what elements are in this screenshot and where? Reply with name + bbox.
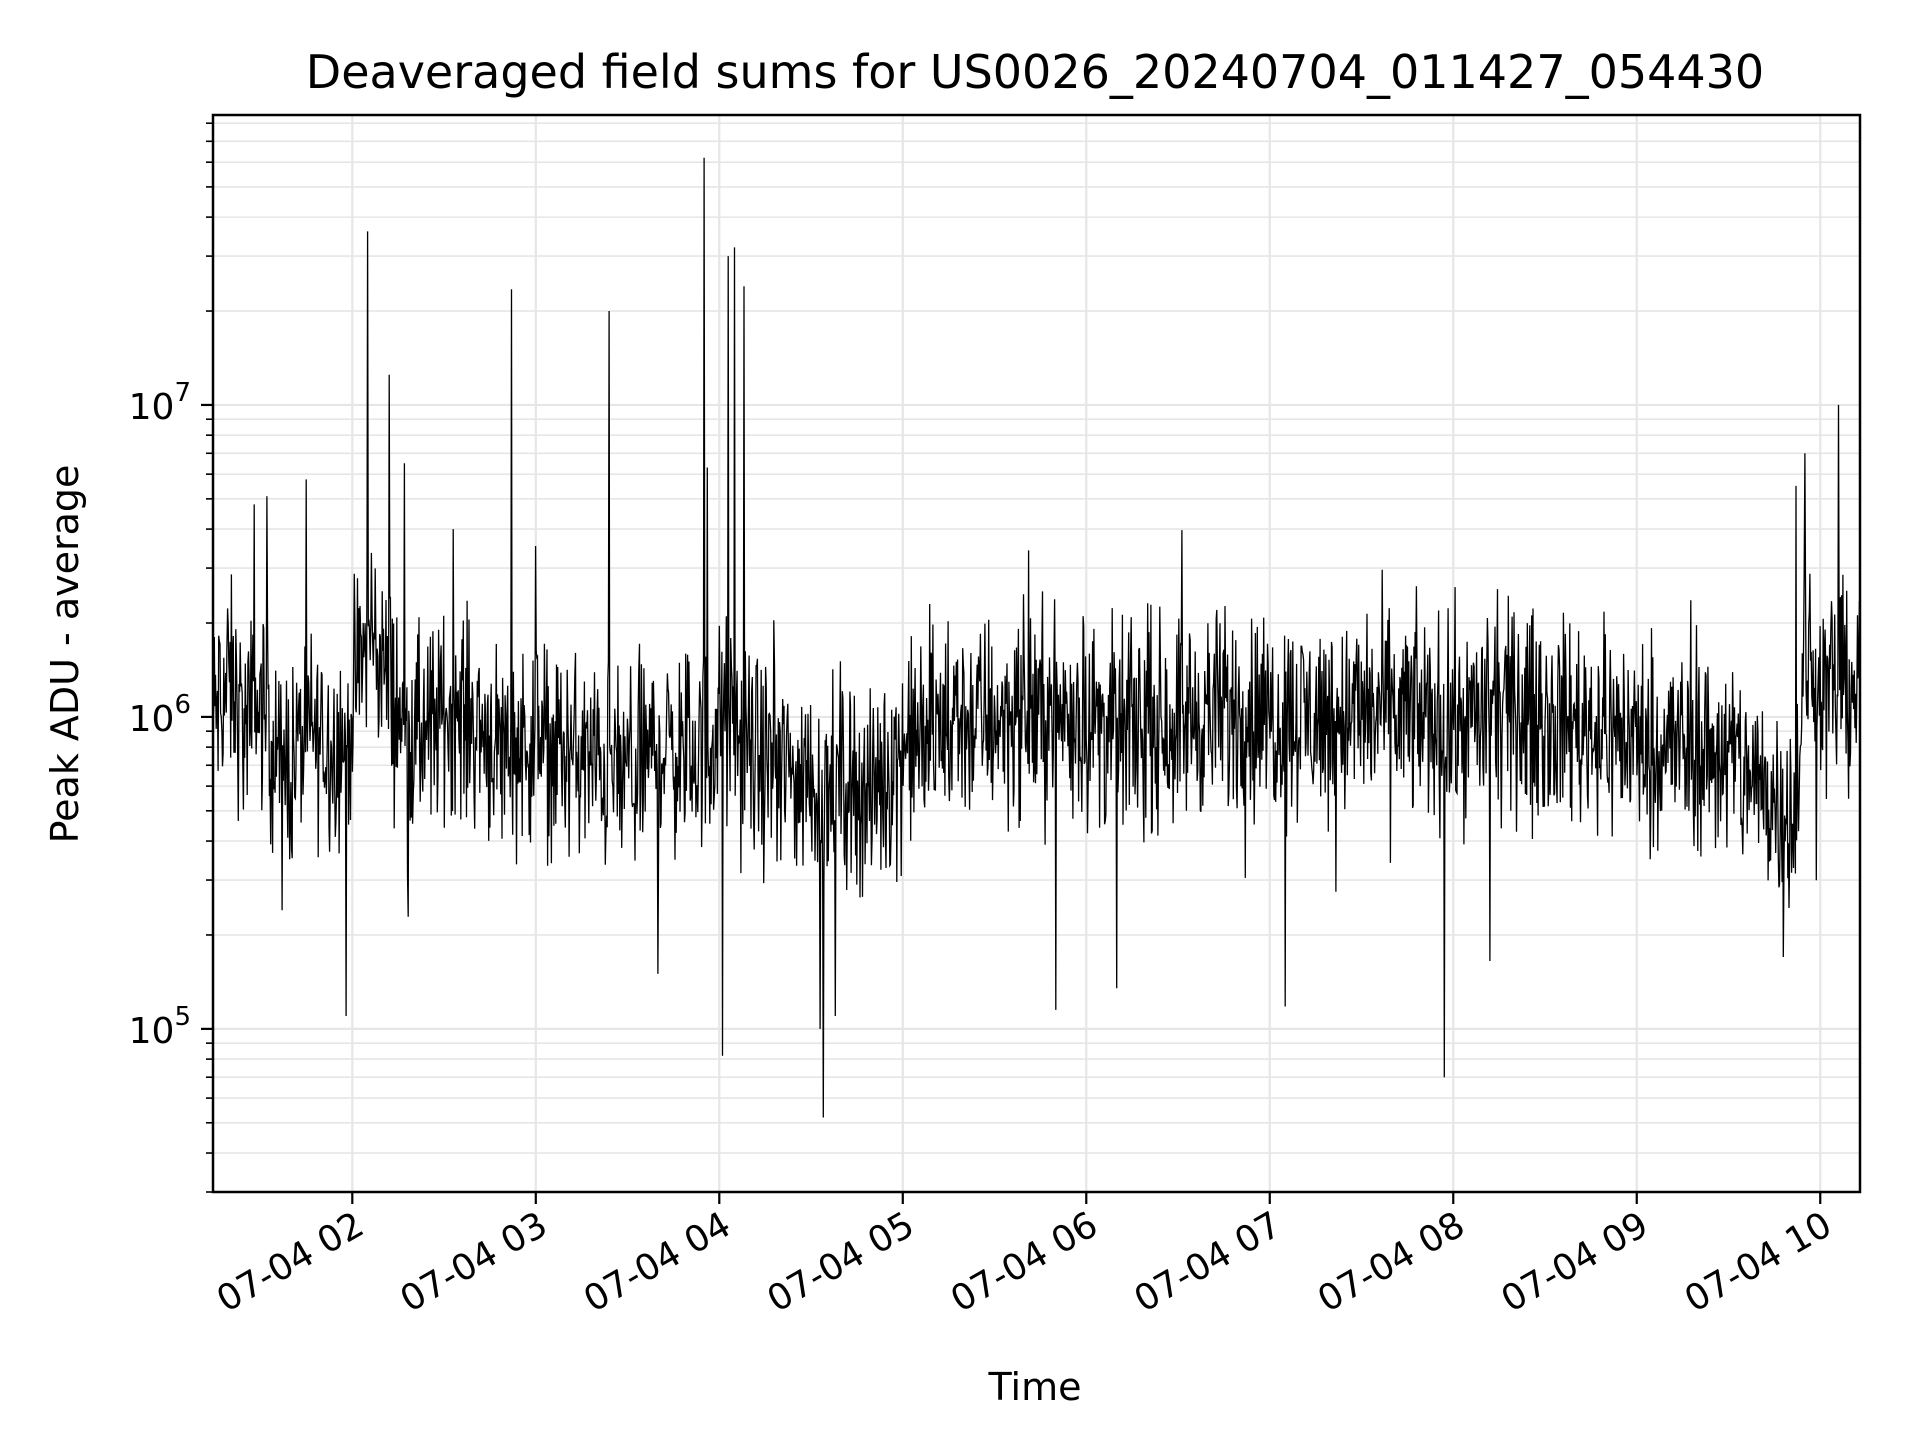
x-tick-label: 07-04 05: [761, 1204, 922, 1320]
y-tick-label: 107: [129, 378, 191, 428]
x-axis: 07-04 02 07-04 03 07-04 04 07-04 05 07-04 06…: [210, 1192, 1839, 1321]
series-line: [212, 157, 1861, 1118]
x-tick-label: 07-04 08: [1311, 1204, 1472, 1320]
grid: [213, 115, 1860, 1193]
x-tick-label: 07-04 04: [577, 1204, 738, 1320]
y-tick-label: 106: [129, 690, 191, 740]
x-tick-label: 07-04 09: [1495, 1204, 1656, 1320]
plot-frame: [211, 113, 1862, 1194]
series-line-group: [212, 157, 1861, 1118]
x-tick-label: 07-04 02: [210, 1204, 371, 1320]
y-tick-label: 105: [129, 1002, 191, 1052]
x-tick-label: 07-04 07: [1128, 1204, 1289, 1320]
x-tick-label: 07-04 03: [394, 1204, 555, 1320]
x-tick-label: 07-04 10: [1678, 1204, 1839, 1320]
x-axis-label: Time: [988, 1365, 1082, 1409]
chart-title: Deaveraged field sums for US0026_2024070…: [306, 45, 1764, 99]
y-axis-label: Peak ADU - average: [43, 465, 87, 844]
y-axis: 105 106 107: [129, 122, 213, 1193]
x-tick-label: 07-04 06: [944, 1204, 1105, 1320]
